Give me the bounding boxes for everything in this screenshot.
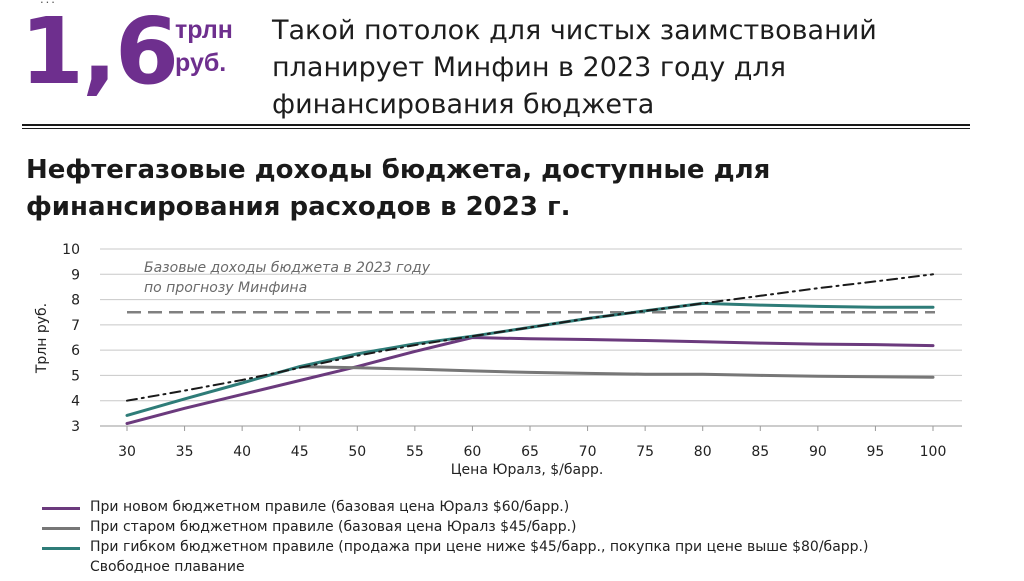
chart-title: Нефтегазовые доходы бюджета, доступные д… [26,155,771,222]
series-line-free-float [126,273,934,402]
x-tick-label: 30 [118,444,136,460]
legend-swatch-flexible-rule [42,547,80,550]
y-tick-label: 6 [71,343,80,359]
x-tick-label: 70 [579,444,597,460]
legend-label-new-rule: При новом бюджетном правиле (базовая цен… [90,499,570,515]
x-tick-label: 90 [809,444,827,460]
y-axis-label: Трлн руб. [34,303,50,374]
headline-caption: Такой потолок для чистых заимствований п… [272,15,877,120]
legend-swatch-old-rule [42,527,80,530]
y-tick-label: 7 [71,318,80,334]
x-axis-label: Цена Юралз, $/барр. [451,462,604,478]
headline-number: 1,6 [20,0,179,105]
baseline-annotation-line1: Базовые доходы бюджета в 2023 году [144,260,431,276]
x-tick-label: 60 [464,444,482,460]
y-tick-label: 5 [71,368,80,384]
x-tick-label: 35 [176,444,194,460]
series-line-old-rule [298,365,935,379]
x-tick-label: 45 [291,444,309,460]
y-tick-label: 3 [71,419,80,435]
legend-swatch-new-rule [42,507,80,510]
series-line-flexible-rule [125,301,935,417]
y-tick-label: 10 [62,242,80,258]
legend-label-flexible-rule: При гибком бюджетном правиле (продажа пр… [90,539,869,555]
x-tick-label: 65 [521,444,539,460]
legend-label-old-rule: При старом бюджетном правиле (базовая це… [90,519,577,535]
x-tick-label: 95 [867,444,885,460]
x-tick-label: 50 [348,444,366,460]
headline-unit-line1: трлн [175,16,233,44]
y-tick-label: 8 [71,293,80,309]
y-tick-label: 4 [71,394,80,410]
y-tick-label: 9 [71,267,80,283]
legend-label-free-float: Свободное плавание [90,559,245,575]
headline-unit: трлн руб. [175,14,233,80]
x-tick-label: 80 [694,444,712,460]
x-tick-label: 75 [636,444,654,460]
section-divider [22,124,970,129]
x-tick-label: 100 [920,444,947,460]
baseline-annotation-line2: по прогнозу Минфина [144,280,307,296]
x-tick-label: 85 [751,444,769,460]
series-line-new-rule [125,336,935,425]
x-tick-label: 40 [233,444,251,460]
x-tick-label: 55 [406,444,424,460]
cropped-top-text: ... [40,0,240,4]
headline-unit-line2: руб. [175,49,227,77]
